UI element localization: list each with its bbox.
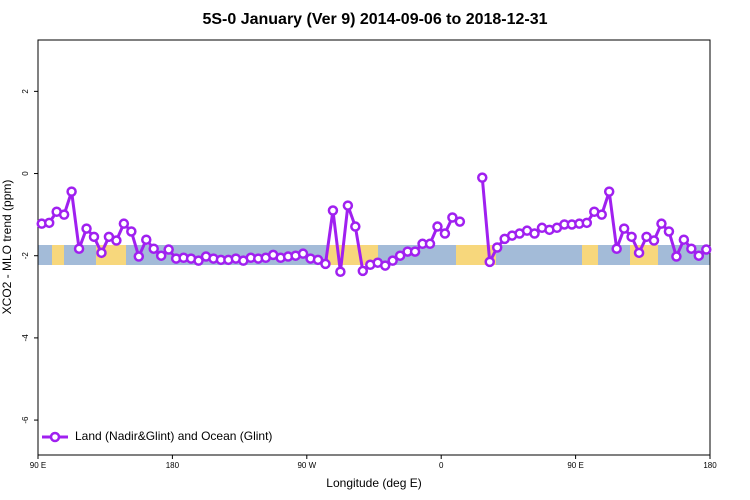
data-point: [648, 235, 660, 246]
data-point: [424, 238, 436, 250]
data-point: [58, 209, 70, 220]
data-point: [581, 217, 593, 229]
data-point: [656, 218, 667, 229]
data-point: [133, 251, 145, 262]
y-tick-label: -4: [21, 334, 30, 342]
data-point: [126, 226, 137, 237]
data-point: [491, 242, 503, 253]
data-point: [111, 235, 122, 246]
x-axis-label: Longitude (deg E): [326, 476, 421, 490]
data-point: [327, 205, 339, 216]
data-point: [603, 186, 615, 197]
data-point: [477, 172, 488, 183]
data-point: [342, 200, 354, 211]
data-point: [193, 255, 204, 266]
chart-title: 5S-0 January (Ver 9) 2014-09-06 to 2018-…: [202, 11, 547, 28]
land-band: [630, 245, 658, 265]
data-point: [379, 260, 391, 271]
data-point: [297, 248, 309, 259]
data-point: [335, 266, 346, 277]
x-tick-label: 0: [439, 461, 444, 470]
y-axis-label: XCO2 - MLO trend (ppm): [0, 180, 14, 315]
data-point: [43, 217, 55, 229]
legend-marker: [49, 431, 61, 443]
x-tick-label: 180: [703, 461, 717, 470]
data-point: [447, 212, 458, 223]
data-point: [394, 250, 406, 261]
data-point: [439, 228, 451, 239]
x-tick-label: 90 E: [30, 461, 46, 470]
y-tick-label: 0: [21, 171, 30, 176]
data-point: [350, 221, 361, 232]
data-point: [148, 243, 159, 254]
data-point: [529, 228, 540, 239]
x-tick-label: 90 E: [567, 461, 583, 470]
data-point: [432, 221, 443, 232]
data-point: [596, 209, 607, 220]
data-point: [633, 247, 645, 259]
data-point: [409, 246, 421, 257]
data-point: [118, 218, 130, 229]
data-point: [678, 234, 690, 245]
data-point: [88, 231, 100, 243]
data-point: [454, 216, 466, 227]
data-point: [693, 250, 705, 261]
y-tick-label: -2: [21, 252, 30, 260]
data-point: [357, 265, 369, 277]
data-point: [484, 256, 495, 268]
data-point: [611, 243, 622, 254]
data-point: [671, 251, 682, 262]
data-point: [320, 258, 331, 270]
data-point: [155, 250, 167, 261]
data-point: [312, 254, 324, 266]
data-point: [141, 234, 152, 245]
x-tick-label: 90 W: [297, 461, 316, 470]
data-point: [701, 244, 712, 255]
y-tick-label: -6: [21, 416, 30, 424]
data-point: [81, 223, 92, 234]
data-point: [618, 223, 630, 234]
data-point: [686, 243, 697, 254]
data-point: [663, 226, 675, 237]
data-point: [163, 244, 174, 255]
land-band: [52, 245, 64, 265]
data-point: [96, 247, 107, 259]
data-point: [626, 231, 637, 243]
data-point: [73, 243, 85, 254]
legend-label: Land (Nadir&Glint) and Ocean (Glint): [75, 429, 272, 443]
x-tick-label: 180: [166, 461, 180, 470]
land-band: [582, 245, 598, 265]
data-point: [66, 186, 77, 197]
y-tick-label: 2: [21, 89, 30, 94]
data-point: [387, 255, 398, 266]
